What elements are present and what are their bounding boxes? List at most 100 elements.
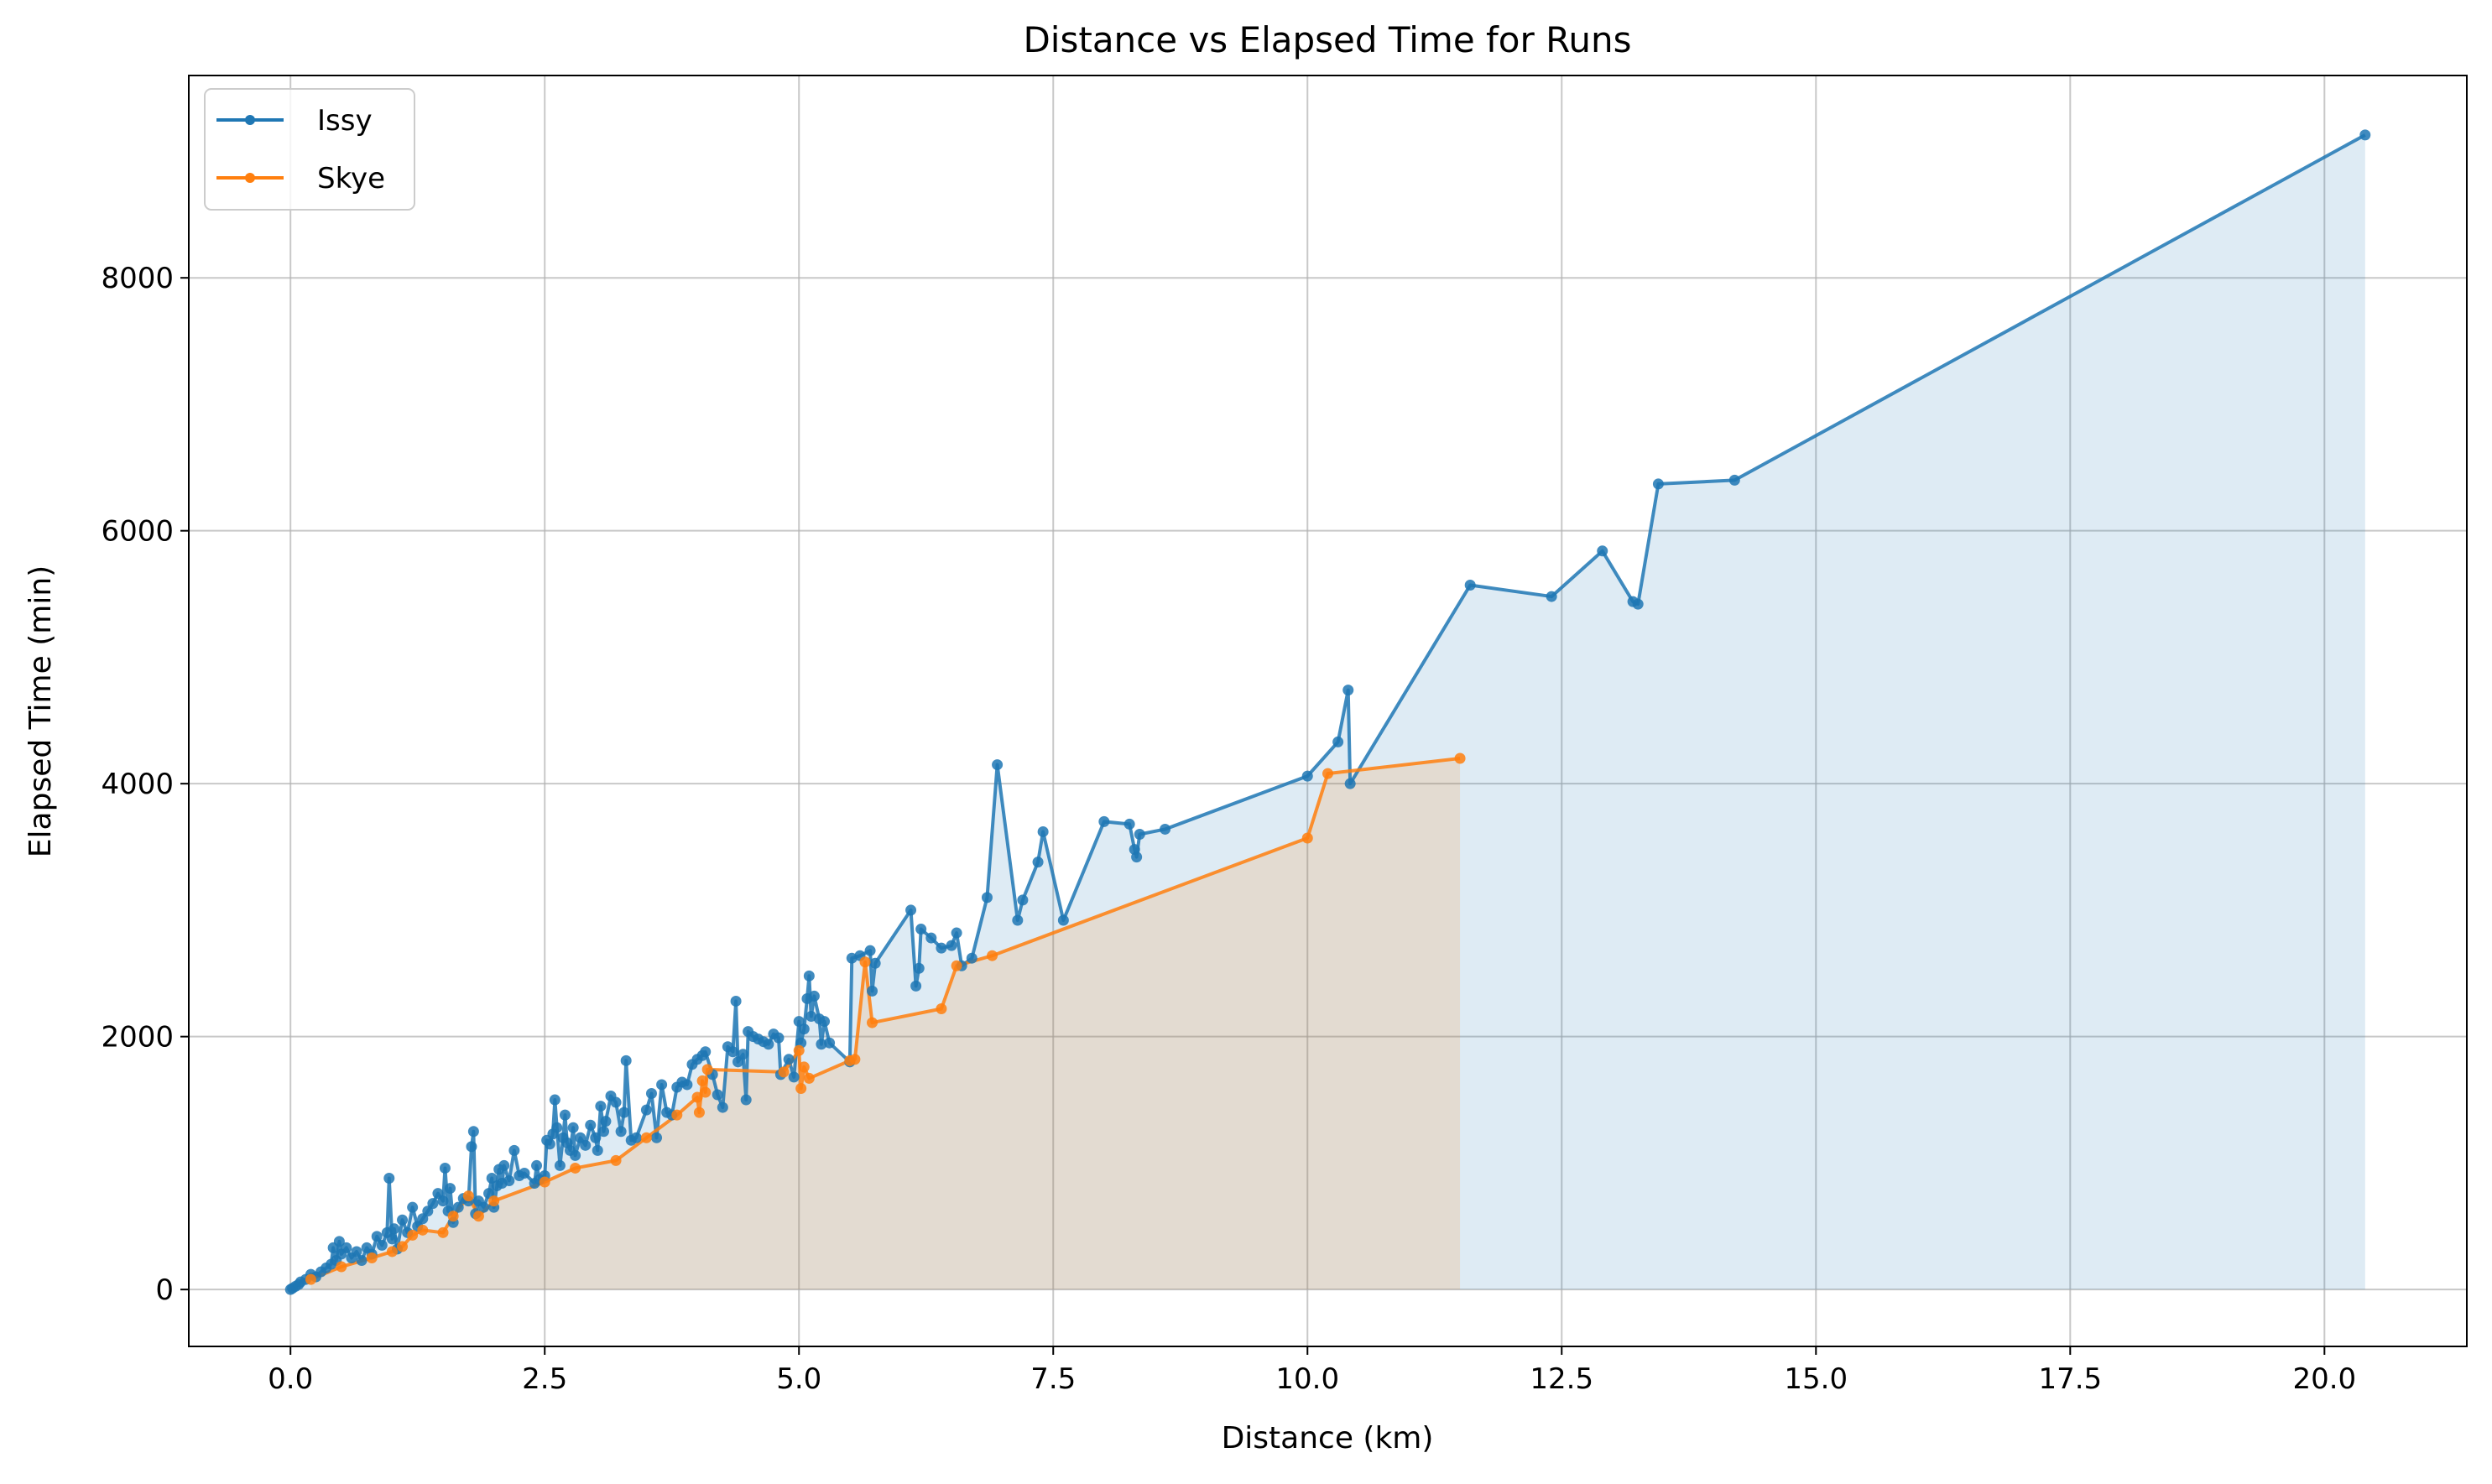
- data-point-issy: [407, 1201, 419, 1213]
- legend-label-issy: Issy: [317, 104, 373, 138]
- data-point-issy: [738, 1049, 749, 1060]
- data-point-issy: [936, 942, 947, 954]
- legend: Issy Skye: [204, 88, 415, 211]
- data-point-issy: [570, 1149, 581, 1161]
- data-point-issy: [763, 1039, 774, 1050]
- x-tick-label: 20.0: [2292, 1362, 2356, 1396]
- data-point-issy: [1134, 828, 1145, 840]
- data-point-issy: [1332, 736, 1344, 747]
- x-tick-label: 17.5: [2038, 1362, 2102, 1396]
- data-point-issy: [1342, 685, 1354, 696]
- data-point-issy: [700, 1046, 712, 1058]
- data-point-issy: [717, 1101, 728, 1113]
- data-point-issy: [508, 1144, 520, 1156]
- data-point-issy: [376, 1239, 388, 1251]
- data-point-skye: [386, 1246, 398, 1257]
- axis-ticks: 0.0 2.5 5.0 7.5 10.0 12.5 15.0 17.5 20.0 0 2000 400…: [101, 262, 2356, 1396]
- data-point-issy: [567, 1122, 579, 1133]
- data-point-issy: [915, 924, 927, 935]
- x-tick-label: 7.5: [1030, 1362, 1076, 1396]
- x-tick-label: 0.0: [268, 1362, 313, 1396]
- data-point-issy: [946, 940, 957, 951]
- data-point-skye: [488, 1195, 500, 1207]
- data-point-skye: [539, 1176, 550, 1188]
- data-point-issy: [981, 892, 993, 903]
- data-point-issy: [615, 1126, 627, 1138]
- data-point-issy: [444, 1183, 456, 1195]
- data-point-issy: [1098, 815, 1110, 827]
- data-point-issy: [905, 904, 917, 916]
- data-point-issy: [1032, 857, 1044, 868]
- data-point-skye: [447, 1211, 459, 1222]
- data-point-skye: [472, 1211, 484, 1222]
- data-point-skye: [951, 960, 962, 971]
- y-axis-label: Elapsed Time (min): [23, 565, 58, 857]
- data-point-skye: [1454, 752, 1466, 764]
- data-point-issy: [351, 1246, 362, 1257]
- data-point-issy: [803, 970, 815, 982]
- data-point-issy: [551, 1122, 563, 1133]
- data-point-issy: [590, 1132, 602, 1143]
- data-point-issy: [531, 1159, 543, 1171]
- series-points: [284, 129, 2371, 1295]
- data-point-issy: [1546, 591, 1557, 602]
- data-point-skye: [693, 1106, 705, 1118]
- data-point-issy: [788, 1071, 800, 1083]
- data-point-issy: [371, 1231, 383, 1242]
- data-point-skye: [610, 1154, 622, 1166]
- data-point-skye: [640, 1132, 652, 1143]
- data-point-skye: [696, 1075, 708, 1086]
- data-point-issy: [910, 980, 922, 992]
- data-point-issy: [816, 1039, 827, 1050]
- data-point-skye: [936, 1003, 947, 1015]
- data-point-issy: [712, 1089, 723, 1101]
- data-point-issy: [798, 1023, 810, 1035]
- data-point-skye: [700, 1086, 712, 1098]
- data-point-skye: [407, 1229, 419, 1241]
- data-point-issy: [397, 1214, 409, 1226]
- data-point-skye: [366, 1252, 378, 1263]
- data-point-skye: [795, 1082, 807, 1094]
- data-point-issy: [740, 1094, 752, 1106]
- data-point-issy: [383, 1173, 395, 1185]
- data-point-issy: [386, 1233, 398, 1245]
- data-point-issy: [549, 1094, 560, 1106]
- x-tick-label: 15.0: [1784, 1362, 1848, 1396]
- data-point-skye: [859, 956, 871, 968]
- data-point-issy: [559, 1109, 571, 1121]
- data-point-issy: [341, 1242, 352, 1253]
- data-point-issy: [1301, 770, 1313, 782]
- data-point-skye: [701, 1064, 713, 1075]
- data-point-skye: [1301, 832, 1313, 844]
- data-point-issy: [1344, 778, 1356, 789]
- data-point-issy: [1728, 474, 1740, 486]
- data-point-issy: [519, 1167, 530, 1179]
- legend-marker-skye: [245, 173, 255, 183]
- data-point-skye: [798, 1061, 810, 1073]
- data-point-skye: [778, 1066, 790, 1078]
- data-point-issy: [783, 1054, 795, 1065]
- data-point-issy: [808, 990, 820, 1002]
- y-tick-label: 6000: [101, 515, 174, 549]
- data-point-issy: [1037, 825, 1049, 837]
- data-point-skye: [867, 1017, 878, 1028]
- data-point-issy: [951, 927, 962, 939]
- data-point-issy: [620, 1054, 632, 1066]
- plot-frame: [188, 75, 2468, 1347]
- data-point-skye: [336, 1261, 347, 1273]
- data-point-skye: [793, 1044, 805, 1056]
- data-point-skye: [462, 1190, 474, 1202]
- data-point-issy: [585, 1119, 597, 1131]
- data-point-issy: [1017, 894, 1029, 906]
- data-point-skye: [803, 1072, 815, 1084]
- x-axis-label: Distance (km): [1222, 1421, 1434, 1455]
- data-point-issy: [356, 1254, 368, 1266]
- data-point-issy: [388, 1223, 400, 1235]
- data-point-issy: [580, 1139, 592, 1151]
- data-point-issy: [427, 1198, 439, 1210]
- data-point-skye: [437, 1226, 449, 1238]
- data-point-issy: [1057, 914, 1069, 926]
- data-point-issy: [925, 932, 937, 944]
